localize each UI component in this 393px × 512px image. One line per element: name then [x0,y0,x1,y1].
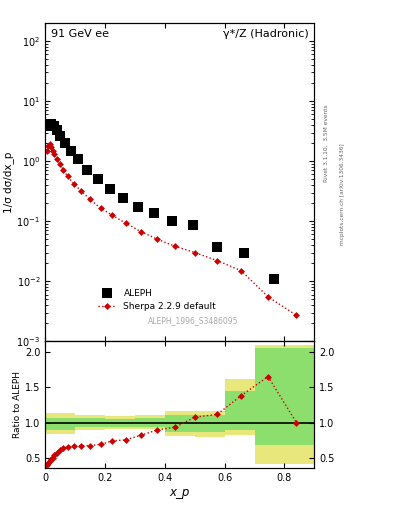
Legend: ALEPH, Sherpa 2.2.9 default: ALEPH, Sherpa 2.2.9 default [98,289,216,311]
Sherpa 2.2.9 default [124,220,129,226]
Text: ALEPH_1996_S3486095: ALEPH_1996_S3486095 [148,316,239,325]
Sherpa 2.2.9 default [61,166,66,173]
ALEPH [190,221,196,229]
ALEPH [94,175,101,183]
ALEPH [271,274,277,283]
Sherpa 2.2.9 default [71,181,76,187]
ALEPH [50,121,57,130]
ALEPH [57,132,63,140]
Sherpa 2.2.9 default [155,236,160,242]
ALEPH [107,184,113,193]
ALEPH [135,203,141,211]
Text: Rivet 3.1.10,  3.5M events: Rivet 3.1.10, 3.5M events [324,104,329,182]
Text: 91 GeV ee: 91 GeV ee [51,29,108,39]
Sherpa 2.2.9 default [88,197,92,203]
Bar [135,415,165,429]
ALEPH [53,126,60,134]
ALEPH [68,146,74,155]
Sherpa 2.2.9 default [79,188,83,194]
Sherpa 2.2.9 default [98,205,103,211]
Sherpa 2.2.9 default [46,143,51,149]
Bar [75,415,105,430]
Bar [195,411,225,437]
Bar [225,391,255,430]
Sherpa 2.2.9 default [239,268,244,274]
ALEPH [75,155,81,163]
Bar [45,413,75,434]
Sherpa 2.2.9 default [44,147,49,154]
Sherpa 2.2.9 default [215,258,220,264]
ALEPH [84,165,90,174]
Bar [75,418,105,428]
X-axis label: x_p: x_p [170,486,190,499]
Bar [225,379,255,435]
Sherpa 2.2.9 default [193,249,197,255]
Y-axis label: 1/σ dσ/dx_p: 1/σ dσ/dx_p [3,152,14,213]
ALEPH [169,217,175,225]
Y-axis label: Ratio to ALEPH: Ratio to ALEPH [13,371,22,438]
ALEPH [120,194,126,202]
Bar [135,418,165,427]
Sherpa 2.2.9 default [47,141,52,147]
Sherpa 2.2.9 default [49,144,53,151]
Bar [105,419,135,427]
Text: γ*/Z (Hadronic): γ*/Z (Hadronic) [223,29,309,39]
Sherpa 2.2.9 default [57,161,62,167]
ALEPH [151,209,158,218]
ALEPH [61,139,68,147]
Bar [45,418,75,430]
Bar [255,345,314,463]
ALEPH [214,243,220,251]
Sherpa 2.2.9 default [50,147,55,154]
Sherpa 2.2.9 default [54,156,59,162]
Bar [195,415,225,432]
ALEPH [46,122,52,131]
Sherpa 2.2.9 default [294,312,299,318]
Sherpa 2.2.9 default [139,228,143,234]
Sherpa 2.2.9 default [266,294,270,300]
ALEPH [241,248,247,257]
Sherpa 2.2.9 default [173,243,178,249]
Bar [165,411,195,436]
Line: Sherpa 2.2.9 default: Sherpa 2.2.9 default [44,142,299,318]
Bar [255,348,314,445]
ALEPH [48,120,54,128]
Sherpa 2.2.9 default [110,212,115,219]
Bar [165,415,195,432]
Bar [105,416,135,429]
Sherpa 2.2.9 default [65,173,70,179]
Sherpa 2.2.9 default [52,151,57,157]
Text: mcplots.cern.ch [arXiv:1306.3436]: mcplots.cern.ch [arXiv:1306.3436] [340,144,345,245]
